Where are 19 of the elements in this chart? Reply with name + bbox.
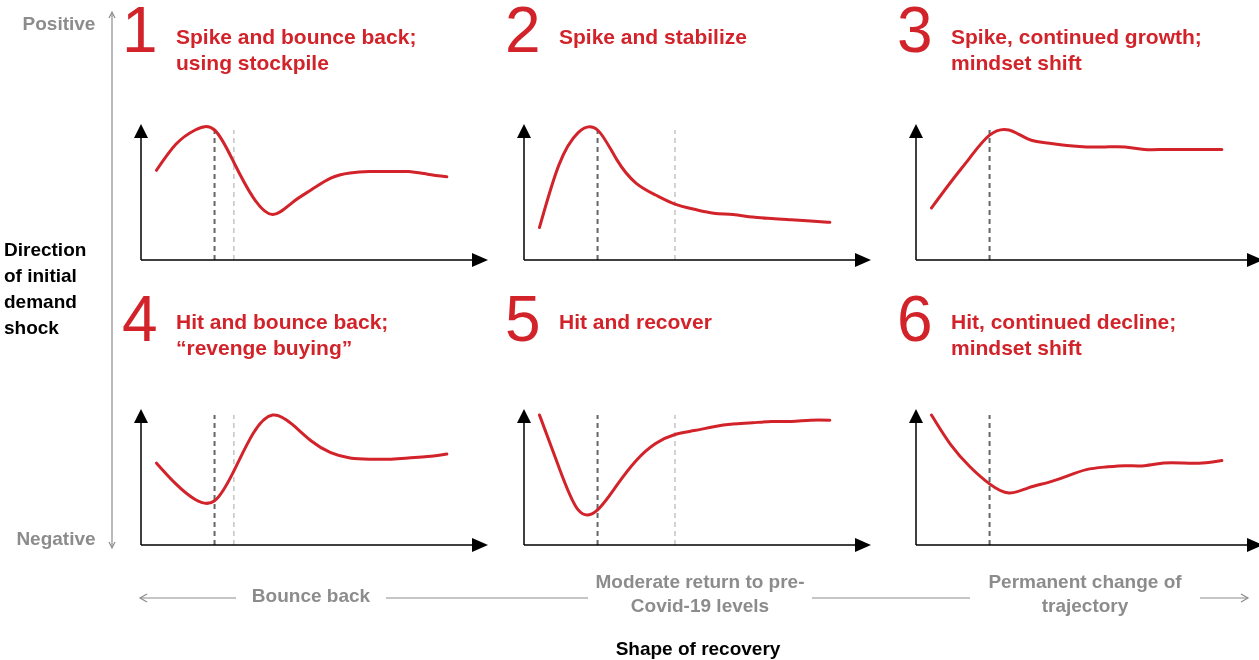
chart-subtitle: Spike and stabilize bbox=[559, 24, 748, 50]
text: Shape of recovery bbox=[614, 638, 782, 660]
chart-title: 3 bbox=[897, 0, 933, 66]
chart-subtitle: Hit and bounce back; “revenge buying” bbox=[176, 309, 390, 361]
text: Permanent change of trajectory bbox=[970, 570, 1200, 618]
text: Moderate return to pre-Covid-19 levels bbox=[588, 570, 812, 618]
text: Negative bbox=[6, 527, 106, 551]
chart-title: 5 bbox=[505, 283, 541, 355]
chart-subtitle: Spike, continued growth; mindset shift bbox=[951, 24, 1203, 76]
chart-title: 2 bbox=[505, 0, 541, 66]
chart-subtitle: Hit and recover bbox=[559, 309, 713, 335]
chart-subtitle: Spike and bounce back; using stockpile bbox=[176, 24, 418, 76]
chart-title: 6 bbox=[897, 283, 933, 355]
chart-subtitle: Hit, continued decline; mindset shift bbox=[951, 309, 1178, 361]
text: Bounce back bbox=[236, 584, 386, 608]
text: Direction of initial demand shock bbox=[4, 238, 88, 340]
chart-title: 1 bbox=[122, 0, 158, 66]
text: Positive bbox=[14, 12, 104, 36]
chart-title: 4 bbox=[122, 283, 158, 355]
